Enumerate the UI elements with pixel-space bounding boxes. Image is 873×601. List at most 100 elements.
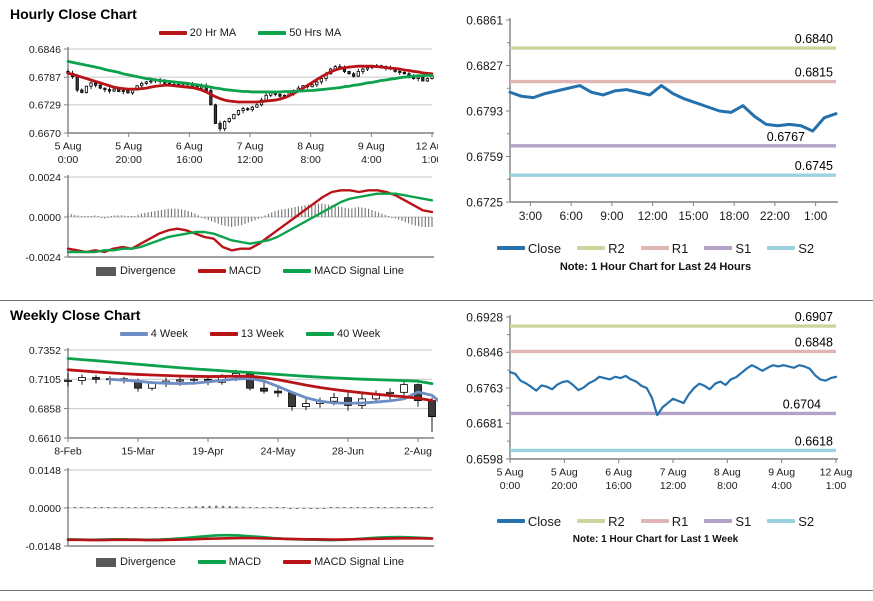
ma-line-50-hrs-ma <box>66 60 434 94</box>
legend-item-macd: MACD <box>197 265 261 277</box>
x-tick-label: 9 Aug <box>768 467 795 479</box>
weekly-ma-legend: 4 Week 13 Week 40 Week <box>0 326 438 342</box>
x-tick-label: 2-Aug <box>404 446 432 458</box>
x-tick-label2: 1:00 <box>422 154 438 166</box>
level-label-r2: 0.6840 <box>795 32 833 46</box>
macd-swatch-icon <box>197 560 226 564</box>
weekly-pivot-legend: Close R2 R1 S1 S2 <box>489 511 822 531</box>
x-tick-label: 9 Aug <box>358 141 385 153</box>
x-tick-label: 7 Aug <box>660 467 687 479</box>
y-tick-label: 0.6928 <box>466 310 503 324</box>
y-tick-label: 0.7352 <box>29 345 61 357</box>
level-line-r1: 0.6848 <box>510 335 836 354</box>
legend-label: 40 Week <box>337 328 381 340</box>
r2-swatch-icon <box>577 519 606 523</box>
legend-item-close: Close <box>496 513 562 529</box>
hourly-pivot-chart: 0.6861 0.6827 0.6793 0.6759 0.6725 3:00 6:00 9:… <box>466 13 838 223</box>
legend-label: MACD <box>228 556 262 568</box>
divergence-swatch-icon <box>96 557 117 567</box>
level-label-r2: 0.6907 <box>795 310 833 324</box>
y-tick-label: 0.6598 <box>466 452 503 466</box>
weekly-section: Weekly Close Chart 4 Week 13 Week 40 Week … <box>0 301 873 590</box>
close-swatch-icon <box>496 519 525 523</box>
legend-item-macd: MACD <box>197 556 262 568</box>
macd-line-macd-signal-line <box>66 192 434 254</box>
hourly-macd-chart: 0.0024 0.0000 -0.0024 <box>25 173 434 263</box>
y-tick-label: 0.6858 <box>29 403 61 415</box>
legend-label: Close <box>527 513 562 529</box>
y-tick-label: 0.6846 <box>466 346 503 360</box>
y-tick-label: 0.6681 <box>466 417 503 431</box>
x-tick-label: 15:00 <box>678 209 708 223</box>
x-tick-label: 6 Aug <box>176 141 203 153</box>
legend-item-s1: S1 <box>704 514 751 529</box>
legend-label: MACD Signal Line <box>314 556 404 568</box>
legend-item-macd-signal-line: MACD Signal Line <box>283 556 404 568</box>
x-tick-label: 12 Aug <box>820 467 853 479</box>
ma-line-20-hr-ma <box>66 64 434 104</box>
level-line-s2: 0.6745 <box>510 159 836 177</box>
ma-line-40-week <box>66 357 434 386</box>
legend-label: R1 <box>671 513 689 529</box>
weekly-section-title: Weekly Close Chart <box>10 307 141 323</box>
x-tick-label: 8-Feb <box>54 446 82 458</box>
level-label-r1: 0.6848 <box>795 335 833 349</box>
hourly-macd-legend: Divergence MACD MACD Signal Line <box>0 263 438 279</box>
x-tick-label2: 16:00 <box>176 154 202 166</box>
legend-item-close: Close <box>496 241 561 256</box>
x-tick-label2: 1:00 <box>826 480 847 492</box>
legend-label: R1 <box>671 240 689 256</box>
y-tick-label: 0.7105 <box>29 374 61 386</box>
20-hr-ma-swatch-icon <box>158 31 187 35</box>
close-line <box>508 84 838 133</box>
macd-swatch-icon <box>197 269 226 273</box>
x-tick-label: 3:00 <box>519 209 543 223</box>
legend-item-40-week: 40 Week <box>306 328 380 340</box>
x-tick-label2: 20:00 <box>116 154 142 166</box>
s1-swatch-icon <box>704 519 733 523</box>
y-tick-label: 0.6610 <box>29 433 61 445</box>
y-tick-label: 0.0000 <box>29 212 61 224</box>
hourly-section-title: Hourly Close Chart <box>10 6 137 22</box>
x-tick-label: 5 Aug <box>55 141 82 153</box>
legend-item-divergence: Divergence <box>96 265 176 277</box>
x-tick-label: 6:00 <box>559 209 583 223</box>
y-tick-label: 0.0024 <box>29 173 61 184</box>
weekly-left-column: Weekly Close Chart 4 Week 13 Week 40 Week … <box>0 301 438 590</box>
x-tick-label2: 4:00 <box>771 480 792 492</box>
legend-item-r2: R2 <box>577 514 625 529</box>
legend-item-s1: S1 <box>704 241 751 256</box>
legend-item-r2: R2 <box>577 241 625 256</box>
x-tick-label: 28-Jun <box>332 446 364 458</box>
divergence-bars <box>67 203 433 227</box>
x-tick-label: 22:00 <box>760 209 790 223</box>
x-tick-label2: 8:00 <box>717 480 738 492</box>
x-tick-label: 12:00 <box>638 209 668 223</box>
legend-label: Divergence <box>120 556 176 568</box>
divergence-swatch-icon <box>96 266 117 276</box>
r1-swatch-icon <box>640 246 669 250</box>
legend-label: 4 Week <box>150 328 188 340</box>
x-tick-label: 12 Aug <box>416 141 438 153</box>
s2-swatch-icon <box>767 519 796 523</box>
legend-label: S1 <box>735 240 752 256</box>
x-tick-label2: 12:00 <box>237 154 263 166</box>
y-tick-label: 0.6759 <box>466 150 503 164</box>
40-week-swatch-icon <box>306 332 335 336</box>
x-tick-label: 9:00 <box>600 209 624 223</box>
level-label-s2: 0.6618 <box>795 434 833 448</box>
legend-item-r1: R1 <box>640 240 689 256</box>
y-tick-label: 0.6861 <box>466 13 503 27</box>
legend-item-macd-signal-line: MACD Signal Line <box>283 265 404 277</box>
50-hrs-ma-swatch-icon <box>258 31 287 35</box>
legend-item-13-week: 13 Week <box>209 328 284 340</box>
weekly-right-column: 0.6928 0.6846 0.6763 0.6681 0.6598 5 Aug 0:00 5… <box>438 301 873 590</box>
level-label-r1: 0.6815 <box>795 66 833 80</box>
hourly-section: Hourly Close Chart 20 Hr MA 50 Hrs MA 0.6… <box>0 0 873 300</box>
macd-line-macd-signal-line <box>66 536 434 542</box>
weekly-pivot-note: Note: 1 Hour Chart for Last 1 Week <box>572 534 739 545</box>
